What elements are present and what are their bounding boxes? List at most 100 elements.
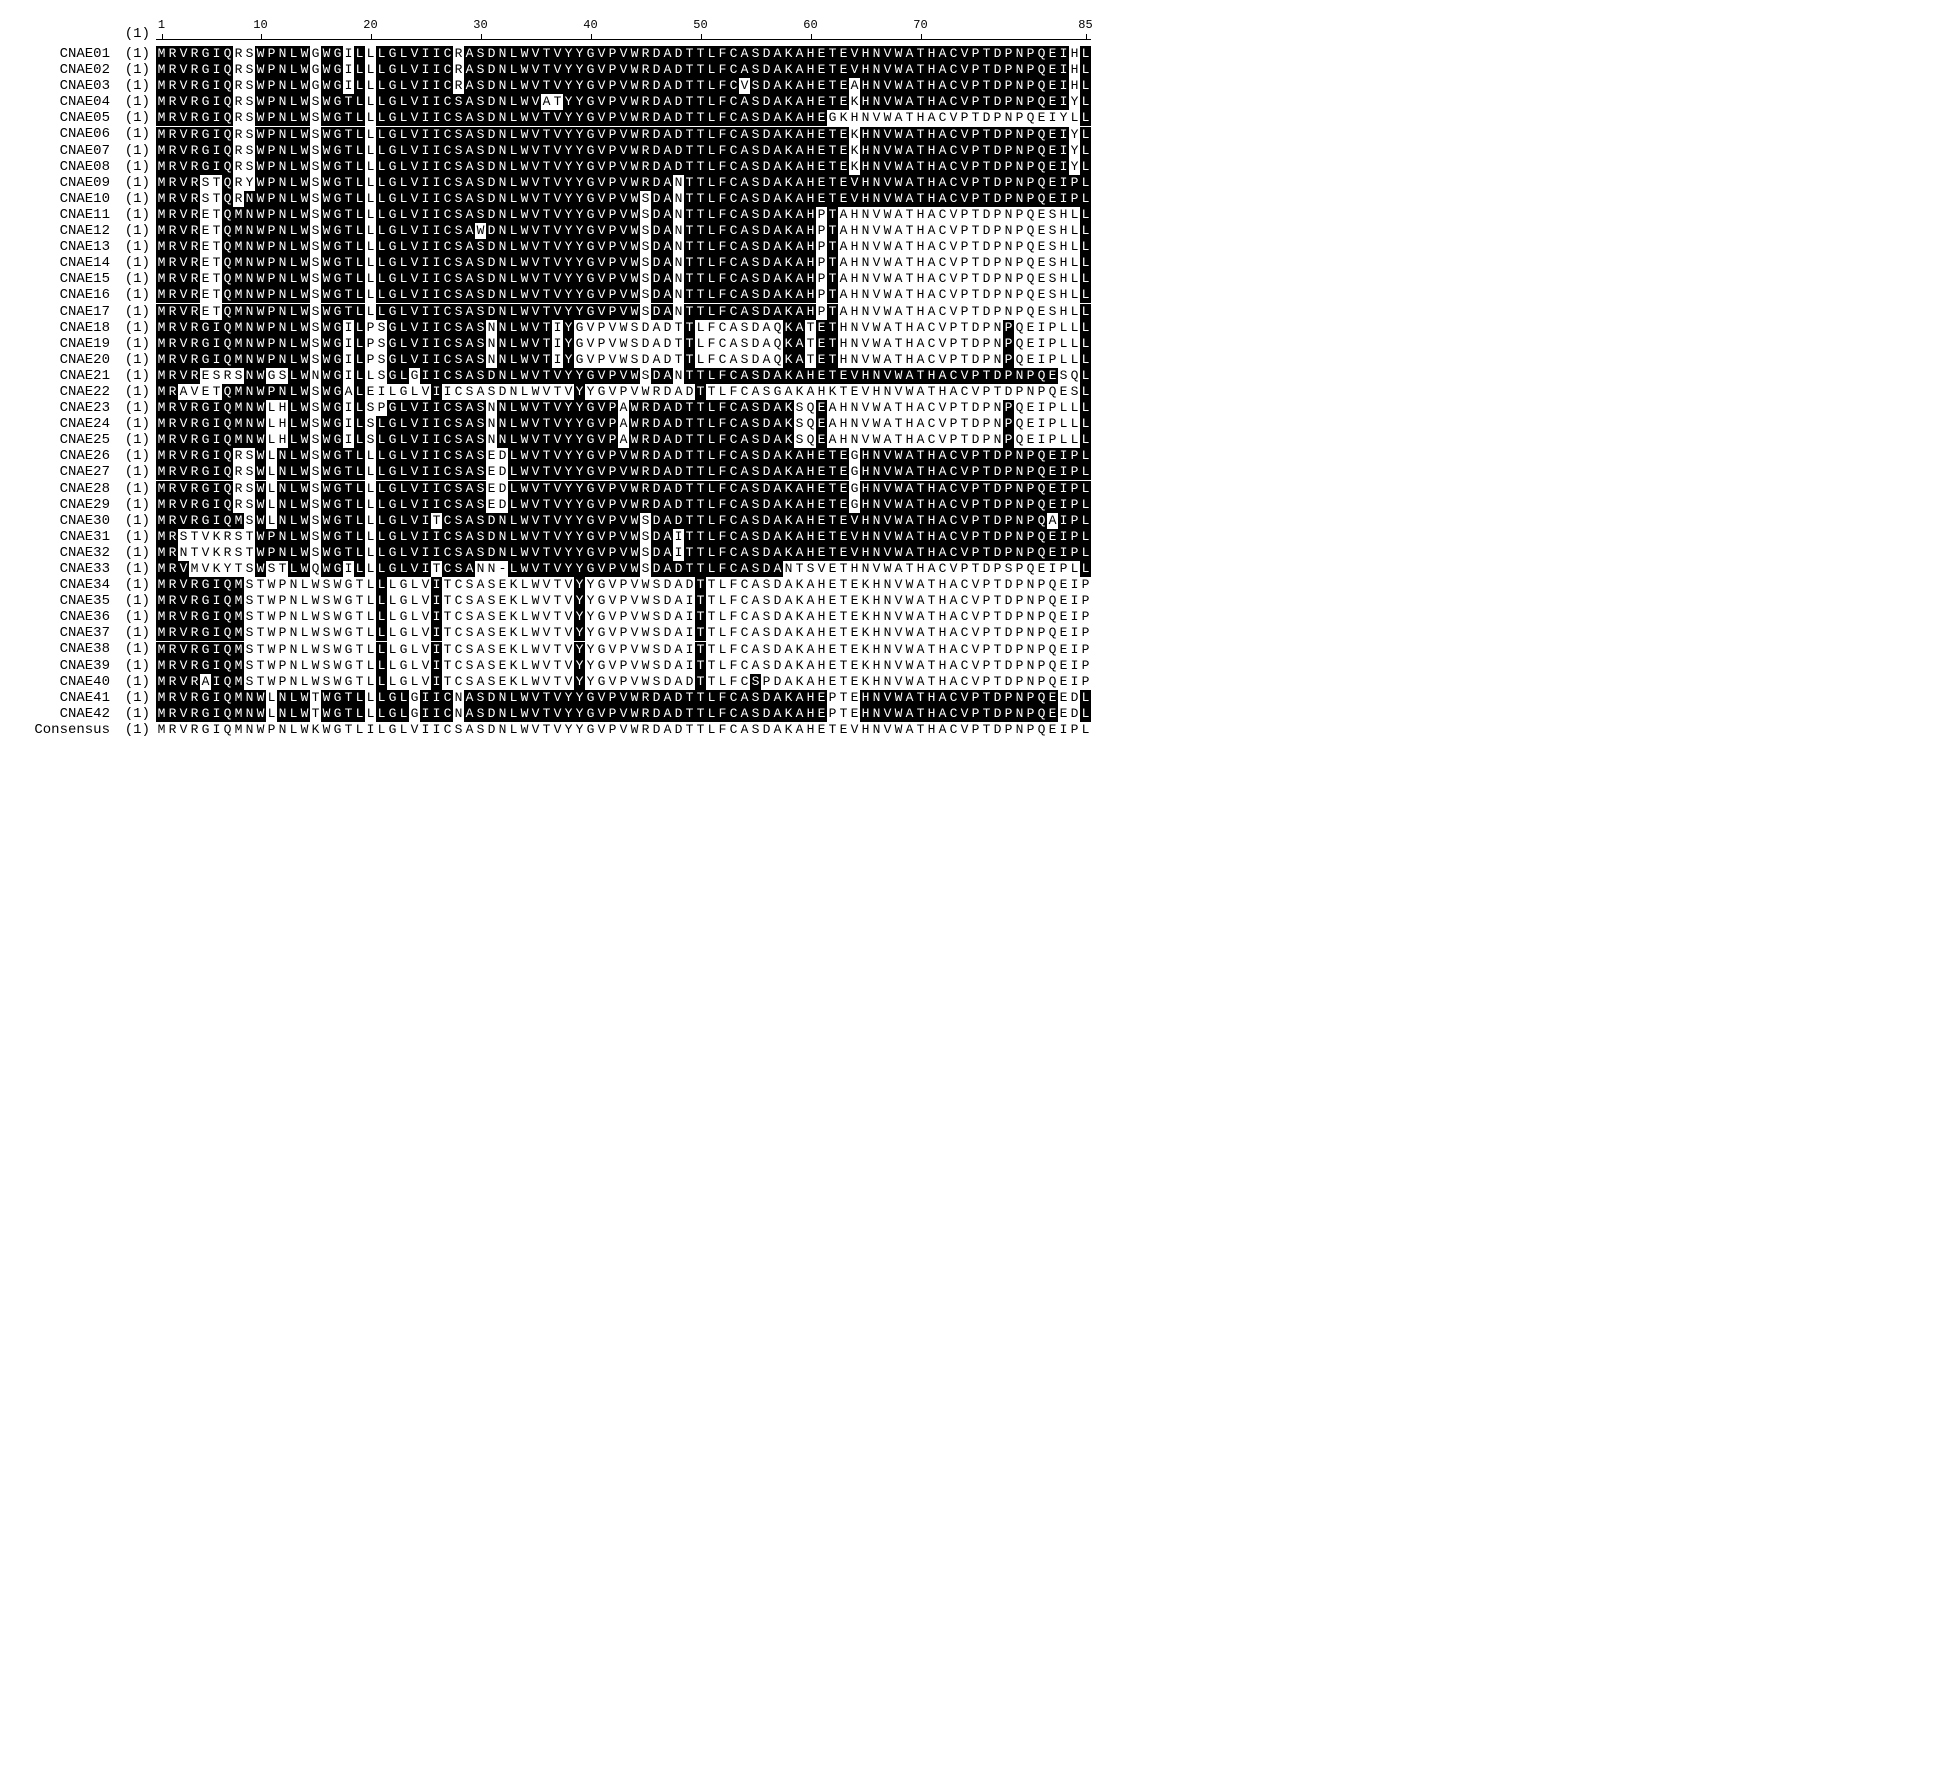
- residue-cell: E: [827, 577, 838, 593]
- residue-cell: H: [937, 658, 948, 674]
- residue-cell: W: [475, 223, 486, 239]
- residue-cell: N: [871, 529, 882, 545]
- residue-cell: R: [189, 62, 200, 78]
- residue-cell: L: [706, 255, 717, 271]
- residue-cell: I: [1047, 561, 1058, 577]
- residue-cell: L: [398, 271, 409, 287]
- residue-cell: L: [288, 690, 299, 706]
- residue-cell: P: [277, 674, 288, 690]
- residue-cell: V: [948, 110, 959, 126]
- residue-cell: S: [750, 271, 761, 287]
- residue-cell: M: [233, 609, 244, 625]
- residue-cell: A: [794, 191, 805, 207]
- residue-cell: V: [409, 464, 420, 480]
- consensus-cell: R: [167, 722, 178, 738]
- residue-cell: A: [904, 159, 915, 175]
- residue-cell: S: [475, 78, 486, 94]
- residue-cell: N: [486, 432, 497, 448]
- residue-cell: L: [365, 175, 376, 191]
- residue-cell: F: [717, 432, 728, 448]
- residue-cell: P: [970, 706, 981, 722]
- residue-cell: S: [321, 577, 332, 593]
- residue-cell: I: [431, 320, 442, 336]
- consensus-cell: D: [761, 722, 772, 738]
- residue-cell: E: [838, 159, 849, 175]
- residue-cell: V: [178, 159, 189, 175]
- residue-cell: L: [398, 46, 409, 62]
- residue-cell: T: [244, 545, 255, 561]
- residue-cell: E: [200, 304, 211, 320]
- residue-cell: V: [948, 207, 959, 223]
- residue-cell: K: [783, 513, 794, 529]
- residue-cell: W: [882, 271, 893, 287]
- residue-cell: A: [739, 416, 750, 432]
- residue-cell: A: [849, 78, 860, 94]
- residue-cell: W: [255, 94, 266, 110]
- residue-cell: N: [1003, 255, 1014, 271]
- residue-cell: T: [695, 271, 706, 287]
- residue-cell: N: [673, 207, 684, 223]
- residue-cell: Y: [574, 143, 585, 159]
- residue-cell: V: [178, 513, 189, 529]
- sequence-label: CNAE42: [20, 706, 116, 722]
- residue-cell: T: [695, 497, 706, 513]
- residue-cell: R: [189, 159, 200, 175]
- residue-cell: I: [211, 400, 222, 416]
- residue-cell: C: [959, 384, 970, 400]
- residue-cell: A: [772, 545, 783, 561]
- residue-cell: N: [244, 690, 255, 706]
- residue-cell: W: [640, 577, 651, 593]
- residue-cell: G: [585, 255, 596, 271]
- residue-cell: F: [717, 497, 728, 513]
- residue-cell: S: [750, 239, 761, 255]
- residue-cell: V: [618, 497, 629, 513]
- residue-cell: T: [838, 577, 849, 593]
- residue-cell: A: [948, 625, 959, 641]
- residue-cell: A: [772, 127, 783, 143]
- residue-cell: S: [475, 690, 486, 706]
- residue-cell: L: [387, 577, 398, 593]
- residue-cell: L: [519, 593, 530, 609]
- residue-cell: L: [508, 143, 519, 159]
- residue-cell: D: [761, 416, 772, 432]
- residue-cell: Q: [1036, 481, 1047, 497]
- residue-cell: C: [937, 561, 948, 577]
- residue-cell: F: [717, 545, 728, 561]
- residue-cell: R: [640, 690, 651, 706]
- residue-cell: R: [189, 78, 200, 94]
- residue-cell: I: [420, 239, 431, 255]
- ruler-cell: 85: [1080, 20, 1091, 42]
- residue-cell: V: [596, 400, 607, 416]
- residue-cell: V: [618, 545, 629, 561]
- residue-cell: P: [1080, 593, 1091, 609]
- residue-cell: Y: [563, 481, 574, 497]
- consensus-cell: L: [508, 722, 519, 738]
- residue-cell: Y: [563, 175, 574, 191]
- residue-cell: T: [893, 320, 904, 336]
- consensus-cell: R: [189, 722, 200, 738]
- residue-cell: N: [497, 271, 508, 287]
- residue-cell: W: [299, 143, 310, 159]
- residue-cell: P: [607, 62, 618, 78]
- residue-cell: S: [475, 545, 486, 561]
- residue-cell: S: [321, 674, 332, 690]
- residue-cell: A: [937, 706, 948, 722]
- residue-cell: H: [860, 46, 871, 62]
- residue-cell: C: [453, 384, 464, 400]
- residue-cell: M: [156, 368, 167, 384]
- residue-cell: R: [651, 384, 662, 400]
- residue-cell: E: [1036, 207, 1047, 223]
- ruler-cell: [860, 20, 871, 42]
- residue-cell: N: [1014, 529, 1025, 545]
- residue-cell: T: [838, 609, 849, 625]
- residue-cell: G: [849, 497, 860, 513]
- residue-cell: K: [211, 529, 222, 545]
- residue-cell: P: [1069, 529, 1080, 545]
- residue-cell: A: [343, 384, 354, 400]
- residue-cell: L: [354, 78, 365, 94]
- residue-cell: T: [827, 94, 838, 110]
- residue-cell: A: [772, 159, 783, 175]
- residue-cell: A: [893, 239, 904, 255]
- residue-cell: I: [431, 304, 442, 320]
- residue-cell: T: [827, 175, 838, 191]
